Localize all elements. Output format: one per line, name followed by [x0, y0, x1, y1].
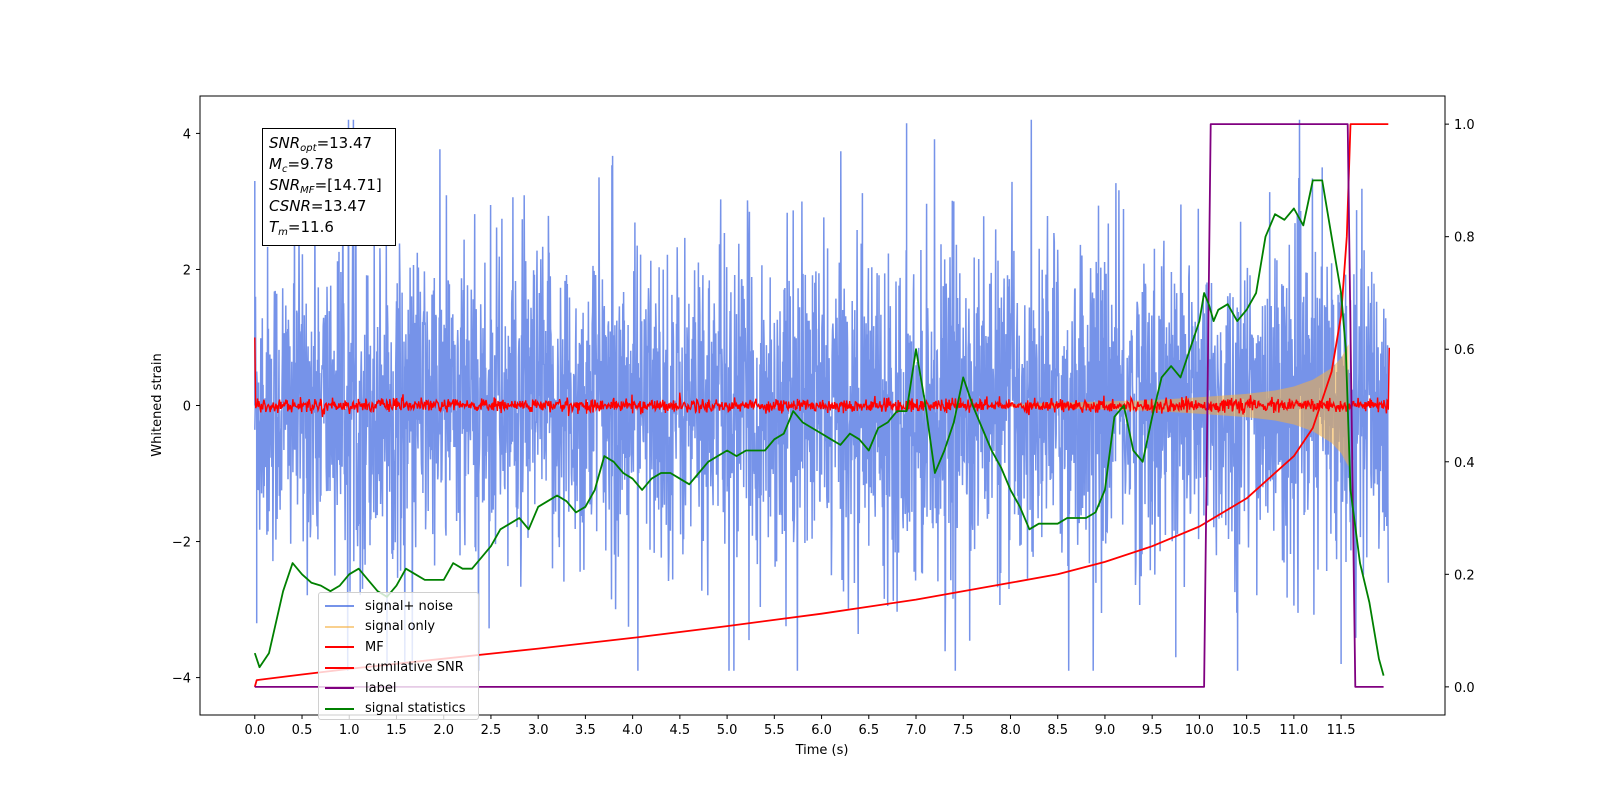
y-right-tick-label: 0.6: [1454, 343, 1475, 358]
snr-mf-line: SNRMF=[14.71]: [269, 175, 389, 196]
x-tick-label: 11.0: [1279, 723, 1308, 738]
mc-subscript: c: [281, 164, 288, 175]
x-tick-label: 2.0: [433, 723, 454, 738]
x-tick-label: 6.5: [858, 723, 879, 738]
legend-label: signal statistics: [365, 701, 466, 717]
mc-symbol: M: [269, 155, 282, 173]
y-right-tick-label: 0.2: [1454, 568, 1475, 583]
y-right-tick-label: 1.0: [1454, 118, 1475, 133]
snr-opt-value: =13.47: [316, 134, 373, 152]
x-tick-label: 2.5: [481, 723, 502, 738]
legend-item: signal+ noise: [325, 596, 472, 617]
x-tick-label: 9.5: [1142, 723, 1163, 738]
csnr-line: CSNR=13.47: [269, 196, 389, 217]
snr-opt-line: SNRopt=13.47: [269, 133, 389, 154]
x-tick-label: 6.0: [811, 723, 832, 738]
x-tick-label: 7.0: [906, 723, 927, 738]
snr-opt-symbol: SNR: [269, 134, 301, 152]
tm-symbol: T: [269, 218, 279, 236]
tm-value: =11.6: [287, 218, 334, 236]
y-right-tick-label: 0.4: [1454, 456, 1475, 471]
x-tick-label: 9.0: [1095, 723, 1116, 738]
series-signal-noise: [254, 119, 1390, 671]
legend-label: MF: [365, 639, 384, 655]
y-right-tick-label: 0.0: [1454, 681, 1475, 696]
legend: signal+ noise signal only MF cumilative …: [318, 592, 479, 720]
x-axis-title: Time (s): [795, 743, 849, 758]
legend-swatch: [325, 605, 354, 608]
snr-mf-value: =[14.71]: [314, 176, 382, 194]
series-label: [254, 123, 1384, 688]
snr-opt-subscript: opt: [300, 143, 317, 154]
tm-subscript: m: [278, 227, 288, 238]
mc-value: =9.78: [287, 155, 334, 173]
y-left-tick-label: 2: [183, 263, 191, 278]
y-left-tick-label: 4: [183, 127, 191, 142]
x-tick-label: 5.0: [717, 723, 738, 738]
x-tick-label: 1.0: [339, 723, 360, 738]
snr-mf-symbol: SNR: [269, 176, 301, 194]
y-left-tick-label: 0: [183, 400, 191, 415]
mc-line: Mc=9.78: [269, 154, 389, 175]
x-tick-label: 0.5: [292, 723, 313, 738]
legend-item: cumilative SNR: [325, 658, 472, 679]
snr-mf-subscript: MF: [300, 185, 315, 196]
legend-label: signal only: [365, 619, 436, 635]
legend-swatch: [325, 687, 354, 690]
y-axis-title: Whitened strain: [150, 353, 165, 456]
legend-item: signal statistics: [325, 699, 472, 720]
y-axis-left: 4 2 0 −2 −4: [172, 127, 200, 687]
legend-label: cumilative SNR: [365, 660, 464, 676]
series-mf: [254, 337, 1390, 418]
x-tick-label: 10.5: [1232, 723, 1261, 738]
legend-swatch: [325, 707, 354, 710]
y-left-tick-label: −4: [172, 672, 191, 687]
csnr-value: =13.47: [310, 197, 367, 215]
legend-swatch: [325, 666, 354, 669]
x-tick-label: 4.5: [670, 723, 691, 738]
x-tick-label: 11.5: [1327, 723, 1356, 738]
y-left-tick-label: −2: [172, 536, 191, 551]
tm-line: Tm=11.6: [269, 217, 389, 238]
legend-swatch: [325, 646, 354, 649]
y-right-tick-label: 0.8: [1454, 231, 1475, 246]
x-tick-label: 4.0: [622, 723, 643, 738]
legend-swatch: [325, 625, 354, 628]
legend-item: label: [325, 678, 472, 699]
x-tick-label: 3.5: [575, 723, 596, 738]
x-tick-label: 10.0: [1185, 723, 1214, 738]
x-tick-label: 7.5: [953, 723, 974, 738]
x-tick-label: 8.0: [1000, 723, 1021, 738]
series-layer: [253, 119, 1390, 688]
x-tick-label: 3.0: [528, 723, 549, 738]
x-tick-label: 8.5: [1047, 723, 1068, 738]
x-tick-label: 1.5: [386, 723, 407, 738]
csnr-symbol: CSNR: [269, 197, 311, 215]
legend-label: signal+ noise: [365, 598, 454, 614]
x-tick-label: 0.0: [244, 723, 265, 738]
x-axis: 0.0 0.5 1.0 1.5 2.0 2.5 3.0 3.5 4.0 4.5 5.0 5.5 6.0 6…: [244, 715, 1356, 738]
y-axis-right: 1.0 0.8 0.6 0.4 0.2 0.0: [1445, 118, 1475, 696]
legend-item: signal only: [325, 617, 472, 638]
x-tick-label: 5.5: [764, 723, 785, 738]
annotation-box: SNRopt=13.47 Mc=9.78 SNRMF=[14.71] CSNR=…: [262, 128, 396, 246]
legend-item: MF: [325, 637, 472, 658]
series-signal-statistics: [253, 179, 1385, 676]
legend-label: label: [365, 680, 397, 696]
